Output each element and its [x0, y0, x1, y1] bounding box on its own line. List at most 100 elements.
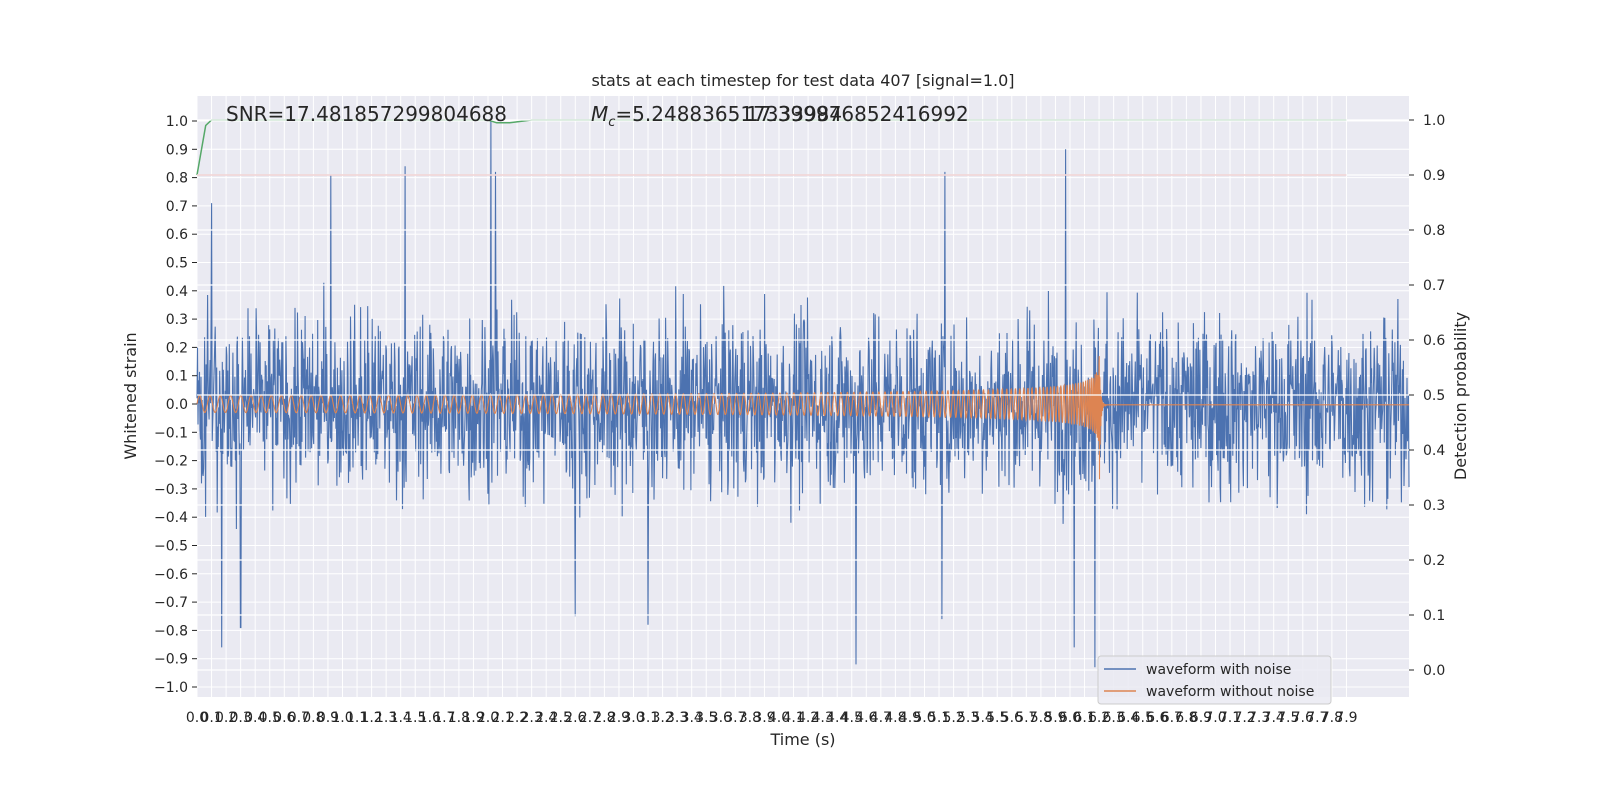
x-tick-label: 7.7	[1306, 710, 1328, 726]
x-tick-label: 7.8	[1321, 710, 1343, 726]
x-tick-label: 1.1	[346, 710, 368, 726]
x-tick-label: 4.3	[812, 710, 834, 726]
y-tick-label-right: 0.8	[1423, 223, 1445, 239]
x-tick-label: 7.5	[1277, 710, 1299, 726]
x-tick-label: 0.3	[230, 710, 252, 726]
chirp-mass-symbol: M	[591, 102, 608, 126]
x-tick-label: 4.9	[899, 710, 921, 726]
y-tick-label-right: 0.7	[1423, 278, 1445, 294]
x-tick-label: 3.3	[666, 710, 688, 726]
x-tick-label: 4.7	[870, 710, 892, 726]
x-tick-label: 7.2	[1233, 710, 1255, 726]
y-tick-label-left: 0.4	[166, 284, 188, 300]
x-tick-label: 3.7	[724, 710, 746, 726]
y-tick-label-left: 0.0	[166, 397, 188, 413]
y-tick-label-right: 0.6	[1423, 333, 1445, 349]
y-tick-label-right: 0.5	[1423, 388, 1445, 404]
x-tick-label: 6.4	[1117, 710, 1139, 726]
y-axis-label-left: Whitened strain	[121, 332, 140, 459]
x-tick-label: 2.0	[477, 710, 499, 726]
x-tick-label: 0.7	[288, 710, 310, 726]
y-tick-label-right: 0.3	[1423, 498, 1445, 514]
legend-label-without-noise: waveform without noise	[1146, 684, 1314, 700]
x-tick-label: 2.1	[491, 710, 513, 726]
x-tick-label: 4.0	[768, 710, 790, 726]
right-axis-ticks: 1.0 0.9 0.8 0.7 0.6 0.5 0.4 0.3 0.2 0.1 0.0	[1409, 113, 1445, 679]
y-tick-label-right: 0.2	[1423, 553, 1445, 569]
x-tick-label: 1.0	[331, 710, 353, 726]
x-tick-label: 7.9	[1335, 710, 1357, 726]
x-tick-label: 0.0	[186, 710, 208, 726]
x-tick-label: 3.9	[753, 710, 775, 726]
x-tick-label: 7.1	[1219, 710, 1241, 726]
y-tick-label-left: 0.7	[166, 199, 188, 215]
x-tick-label: 5.7	[1015, 710, 1037, 726]
x-tick-label: 2.4	[535, 710, 557, 726]
x-tick-label: 4.2	[797, 710, 819, 726]
y-tick-label-left: −0.8	[154, 623, 188, 639]
y-tick-label-left: −0.2	[154, 454, 188, 470]
x-tick-label: 5.5	[986, 710, 1008, 726]
waveform-with-noise-series	[196, 120, 1410, 668]
x-tick-label: 6.0	[1059, 710, 1081, 726]
x-tick-label: 4.1	[782, 710, 804, 726]
x-tick-label: 6.8	[1175, 710, 1197, 726]
x-tick-label: 7.3	[1248, 710, 1270, 726]
x-tick-label: 6.2	[1088, 710, 1110, 726]
y-tick-label-left: 0.2	[166, 340, 188, 356]
y-tick-label-right: 0.9	[1423, 168, 1445, 184]
y-tick-label-left: −0.4	[154, 510, 188, 526]
x-tick-label: 3.4	[681, 710, 703, 726]
x-tick-label: 0.1	[200, 710, 222, 726]
waveform-without-noise-series	[196, 356, 1409, 480]
right-axis-gridlines	[197, 119, 1409, 671]
x-tick-label: 5.6	[1001, 710, 1023, 726]
x-axis-label: Time (s)	[769, 730, 835, 749]
x-tick-label: 4.5	[841, 710, 863, 726]
x-tick-label: 4.4	[826, 710, 848, 726]
waveform-without-noise-line	[196, 356, 1409, 480]
x-tick-label: 3.2	[651, 710, 673, 726]
x-tick-label: 1.7	[433, 710, 455, 726]
x-tick-label: 0.9	[317, 710, 339, 726]
x-tick-label: 1.5	[404, 710, 426, 726]
x-tick-label: 1.8	[448, 710, 470, 726]
overlap-annotation: 17.399976852416992	[746, 102, 969, 126]
x-tick-label: 5.8	[1030, 710, 1052, 726]
x-tick-label: 5.0	[913, 710, 935, 726]
legend-box	[1097, 655, 1332, 705]
x-tick-label: 0.6	[273, 710, 295, 726]
x-tick-label: 4.8	[884, 710, 906, 726]
y-tick-label-left: −0.5	[154, 539, 188, 555]
y-tick-label-right: 1.0	[1423, 113, 1445, 129]
x-tick-label: 7.0	[1204, 710, 1226, 726]
y-tick-label-left: −0.1	[154, 425, 188, 441]
legend: waveform with noise waveform without noi…	[1097, 655, 1332, 705]
x-tick-label: 5.4	[972, 710, 994, 726]
snr-annotation: SNR=17.481857299804688	[226, 102, 507, 126]
x-tick-label: 6.3	[1103, 710, 1125, 726]
y-tick-label-left: 0.3	[166, 312, 188, 328]
x-tick-label: 2.9	[608, 710, 630, 726]
x-tick-label: 5.1	[928, 710, 950, 726]
x-tick-label: 4.6	[855, 710, 877, 726]
x-tick-label: 1.6	[419, 710, 441, 726]
y-tick-label-left: 1.0	[166, 114, 188, 130]
x-tick-label: 2.8	[593, 710, 615, 726]
x-tick-label: 7.4	[1263, 710, 1285, 726]
x-tick-label: 5.9	[1044, 710, 1066, 726]
x-tick-label: 3.5	[695, 710, 717, 726]
x-tick-label: 0.4	[244, 710, 266, 726]
legend-label-with-noise: waveform with noise	[1146, 662, 1291, 678]
x-tick-label: 1.9	[462, 710, 484, 726]
x-tick-label: 6.5	[1132, 710, 1154, 726]
y-tick-label-left: 0.1	[166, 369, 188, 385]
y-tick-label-right: 0.0	[1423, 663, 1445, 679]
x-axis-ticks: 0.00.10.20.30.40.50.60.70.80.91.01.11.21…	[186, 710, 1358, 726]
chirp-mass-annotation: Mc=5.248836517333984	[591, 102, 842, 130]
x-tick-label: 2.7	[579, 710, 601, 726]
chirp-mass-subscript: c	[608, 115, 615, 130]
y-tick-label-left: −0.3	[154, 482, 188, 498]
y-tick-label-left: 0.5	[166, 256, 188, 272]
